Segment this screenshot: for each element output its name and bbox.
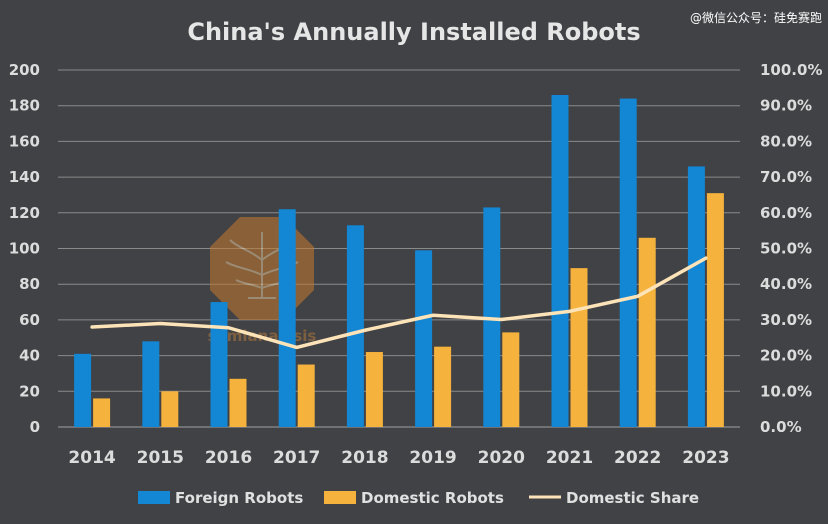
chart-title: China's Annually Installed Robots	[187, 18, 640, 46]
y2-tick-label: 10.0%	[760, 382, 812, 400]
legend: Foreign Robots Domestic Robots Domestic …	[138, 489, 699, 507]
x-tick-label: 2014	[68, 448, 115, 468]
y-tick-label: 180	[9, 97, 40, 115]
bar-domestic	[570, 268, 588, 427]
y-tick-label: 80	[19, 275, 40, 293]
bar-domestic	[706, 193, 724, 427]
x-tick-label: 2019	[409, 448, 456, 468]
watermark-text: @微信公众号：硅免赛跑	[690, 10, 822, 25]
legend-swatch-domestic	[324, 491, 356, 504]
y-tick-label: 40	[19, 347, 40, 365]
bar-foreign	[210, 302, 228, 427]
y2-tick-label: 50.0%	[760, 240, 812, 258]
x-tick-label: 2018	[341, 448, 388, 468]
legend-swatch-foreign	[138, 491, 170, 504]
bar-foreign	[619, 98, 637, 427]
bar-domestic	[161, 391, 179, 427]
x-tick-label: 2021	[546, 448, 593, 468]
share-line-path	[90, 256, 708, 350]
y2-tick-label: 60.0%	[760, 204, 812, 222]
bars	[74, 94, 724, 428]
legend-label-domestic: Domestic Robots	[361, 489, 504, 507]
bar-foreign	[687, 166, 705, 427]
y-tick-label: 100	[9, 240, 40, 258]
y-tick-label: 20	[19, 382, 40, 400]
legend-label-foreign: Foreign Robots	[175, 489, 303, 507]
y-tick-label: 200	[9, 61, 40, 79]
x-tick-label: 2022	[614, 448, 661, 468]
x-tick-label: 2020	[478, 448, 525, 468]
y2-tick-label: 100.0%	[760, 61, 822, 79]
y-tick-label: 120	[9, 204, 40, 222]
y2-tick-label: 70.0%	[760, 168, 812, 186]
left-axis: 0 20 40 60 80 100 120 140 160 180 200	[9, 61, 40, 436]
right-axis: 0.0% 10.0% 20.0% 30.0% 40.0% 50.0% 60.0% 70.0% 8…	[760, 61, 822, 436]
y2-tick-label: 90.0%	[760, 97, 812, 115]
bar-domestic	[365, 352, 383, 427]
share-line	[90, 256, 708, 350]
x-axis: 2014 2015 2016 2017 2018 2019 2020 2021 2022 2023	[68, 448, 729, 468]
bar-domestic	[229, 378, 247, 427]
x-tick-label: 2017	[273, 448, 320, 468]
bar-domestic	[638, 237, 656, 427]
y-tick-label: 140	[9, 168, 40, 186]
y2-tick-label: 0.0%	[760, 418, 802, 436]
y2-tick-label: 20.0%	[760, 347, 812, 365]
bar-foreign	[346, 225, 364, 427]
x-tick-label: 2015	[137, 448, 184, 468]
bar-foreign	[142, 341, 160, 427]
y-tick-label: 160	[9, 132, 40, 150]
bar-domestic	[93, 398, 111, 427]
y2-tick-label: 40.0%	[760, 275, 812, 293]
x-tick-label: 2016	[205, 448, 252, 468]
bar-domestic	[297, 364, 315, 427]
bar-domestic	[434, 346, 452, 427]
bar-foreign	[415, 250, 433, 427]
bar-foreign	[551, 94, 569, 428]
y2-tick-label: 80.0%	[760, 132, 812, 150]
x-tick-label: 2023	[682, 448, 729, 468]
bar-foreign	[278, 209, 296, 427]
legend-label-share: Domestic Share	[566, 489, 699, 507]
y-tick-label: 0	[30, 418, 40, 436]
bar-foreign	[74, 353, 92, 427]
y2-tick-label: 30.0%	[760, 311, 812, 329]
bar-domestic	[502, 332, 520, 427]
y-tick-label: 60	[19, 311, 40, 329]
